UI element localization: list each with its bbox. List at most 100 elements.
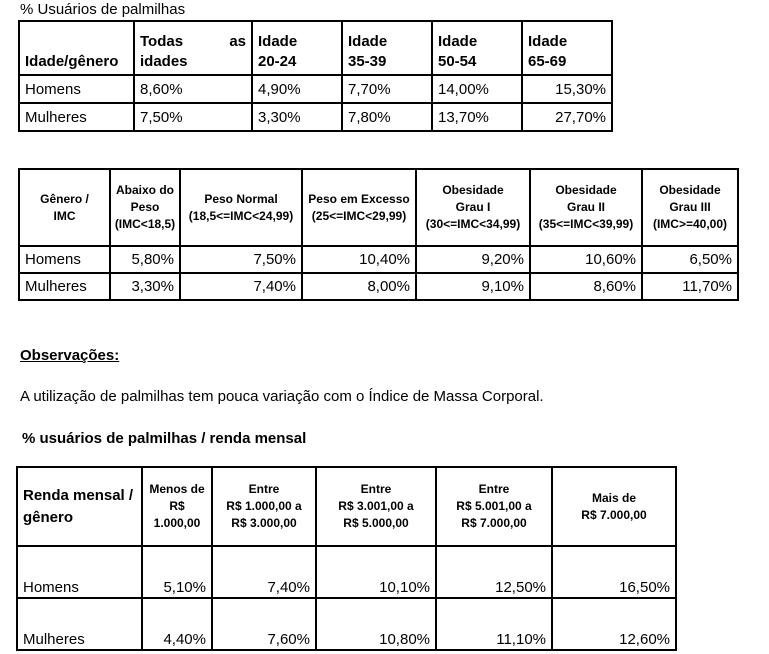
header-text: Renda mensal / [23, 486, 134, 504]
table-cell [16, 545, 143, 577]
table-cell: 7,40% [179, 272, 303, 301]
row-label: Homens [16, 577, 143, 599]
table-age-gender: Idade/gênero Todas as idades Idade 20-24 I… [18, 20, 613, 132]
header-cell: Entre R$ 3.001,00 a R$ 5.000,00 [315, 466, 437, 547]
table-cell: 7,60% [211, 629, 317, 651]
row-label: Homens [18, 74, 135, 104]
observacoes-heading: Observações: [20, 347, 120, 364]
header-cell: Idade 50-54 [431, 20, 523, 76]
table-cell: 27,70% [521, 102, 613, 132]
observacoes-text: A utilização de palmilhas tem pouca vari… [20, 388, 544, 405]
table-cell: 3,30% [109, 272, 181, 301]
header-text: R$ 3.001,00 a [338, 499, 414, 513]
table3-caption: % usuários de palmilhas / renda mensal [22, 430, 307, 447]
table-cell: 3,30% [251, 102, 343, 132]
header-text: Menos de [149, 482, 205, 496]
header-cell: Entre R$ 5.001,00 a R$ 7.000,00 [435, 466, 553, 547]
header-text: 20-24 [258, 53, 297, 70]
header-text: IMC [53, 208, 76, 223]
header-text: 35-39 [348, 53, 387, 70]
table-row: Mulheres 7,50% 3,30% 7,80% 13,70% 27,70% [18, 102, 613, 132]
header-cell: Obesidade Grau III (IMC>=40,00) [641, 168, 739, 247]
header-cell: Idade 35-39 [341, 20, 433, 76]
table-cell [315, 597, 437, 629]
header-text: (25<=IMC<29,99) [311, 208, 407, 223]
header-text: gênero [23, 508, 74, 526]
table-cell [435, 545, 553, 577]
header-text: Grau II [566, 200, 605, 214]
header-cell: Todas as idades [133, 20, 253, 76]
table-cell: 11,10% [435, 629, 553, 651]
table-cell: 10,40% [301, 245, 417, 274]
table-cell [16, 597, 143, 629]
header-cell: Renda mensal / gênero [16, 466, 143, 547]
header-cell: Peso Normal (18,5<=IMC<24,99) [179, 168, 303, 247]
table-cell [141, 545, 213, 577]
row-label: Homens [18, 245, 111, 274]
row-label: Mulheres [16, 629, 143, 651]
table-cell [211, 597, 317, 629]
table-row [16, 545, 677, 577]
header-text: Todas [140, 33, 184, 50]
table-cell [211, 545, 317, 577]
table-cell: 7,70% [341, 74, 433, 104]
table-cell: 14,00% [431, 74, 523, 104]
table-cell: 15,30% [521, 74, 613, 104]
header-text: Grau III [669, 200, 711, 214]
header-cell: Mais de R$ 7.000,00 [551, 466, 677, 547]
header-text: R$ 7.000,00 [461, 516, 527, 530]
table-cell: 7,50% [179, 245, 303, 274]
header-text: (IMC>=40,00) [652, 217, 728, 231]
header-text: Entre [248, 482, 280, 496]
table1-caption: % Usuários de palmilhas [20, 1, 186, 18]
header-text: (30<=IMC<34,99) [425, 217, 521, 231]
header-text: Mais de [591, 490, 636, 505]
table-cell: 11,70% [641, 272, 739, 301]
table-cell [435, 597, 553, 629]
header-cell: Idade/gênero [18, 20, 135, 76]
header-text: Peso em Excesso [308, 191, 410, 206]
header-text: as [229, 33, 246, 50]
header-cell: Obesidade Grau I (30<=IMC<34,99) [415, 168, 531, 247]
header-text: Gênero / [40, 191, 89, 206]
table-cell: 8,00% [301, 272, 417, 301]
header-text: R$ 3.000,00 [231, 516, 297, 530]
table-cell: 4,40% [141, 629, 213, 651]
table-header-row: Gênero / IMC Abaixo do Peso (IMC<18,5) Peso… [18, 168, 739, 247]
header-text: Obesidade [555, 183, 617, 197]
header-text: (IMC<18,5) [114, 217, 176, 231]
header-text: Peso Normal [204, 191, 278, 206]
row-label: Mulheres [18, 102, 135, 132]
table-cell: 9,10% [415, 272, 531, 301]
header-text: 50-54 [438, 53, 477, 70]
table-cell [551, 597, 677, 629]
table-cell: 6,50% [641, 245, 739, 274]
table-row: Mulheres 4,40% 7,60% 10,80% 11,10% 12,60… [16, 629, 677, 651]
header-text: Grau I [455, 200, 491, 214]
table-cell: 7,50% [133, 102, 253, 132]
table-header-row: Idade/gênero Todas as idades Idade 20-24 I… [18, 20, 613, 76]
header-text: R$ 5.001,00 a [456, 499, 532, 513]
row-label: Mulheres [18, 272, 111, 301]
header-text: (18,5<=IMC<24,99) [188, 208, 294, 223]
table-income-gender: Renda mensal / gênero Menos de R$ 1.000,00 … [16, 466, 677, 651]
table-row: Homens 5,80% 7,50% 10,40% 9,20% 10,60% 6… [18, 245, 739, 274]
header-cell: Peso em Excesso (25<=IMC<29,99) [301, 168, 417, 247]
header-text: Peso [130, 200, 160, 214]
header-text: 65-69 [528, 53, 567, 70]
header-cell: Entre R$ 1.000,00 a R$ 3.000,00 [211, 466, 317, 547]
header-text: Idade [348, 33, 388, 50]
table-row: Mulheres 3,30% 7,40% 8,00% 9,10% 8,60% 1… [18, 272, 739, 301]
header-text: Entre [478, 482, 510, 496]
table-cell: 8,60% [133, 74, 253, 104]
header-text: Idade [438, 33, 478, 50]
table-cell [551, 545, 677, 577]
header-text: idades [140, 53, 188, 70]
header-cell: Idade 65-69 [521, 20, 613, 76]
table-row: Homens 8,60% 4,90% 7,70% 14,00% 15,30% [18, 74, 613, 104]
header-text: Idade [528, 33, 568, 50]
header-cell: Idade 20-24 [251, 20, 343, 76]
table-row: Homens 5,10% 7,40% 10,10% 12,50% 16,50% [16, 577, 677, 599]
table-cell: 12,50% [435, 577, 553, 599]
header-text: 1.000,00 [153, 516, 201, 530]
